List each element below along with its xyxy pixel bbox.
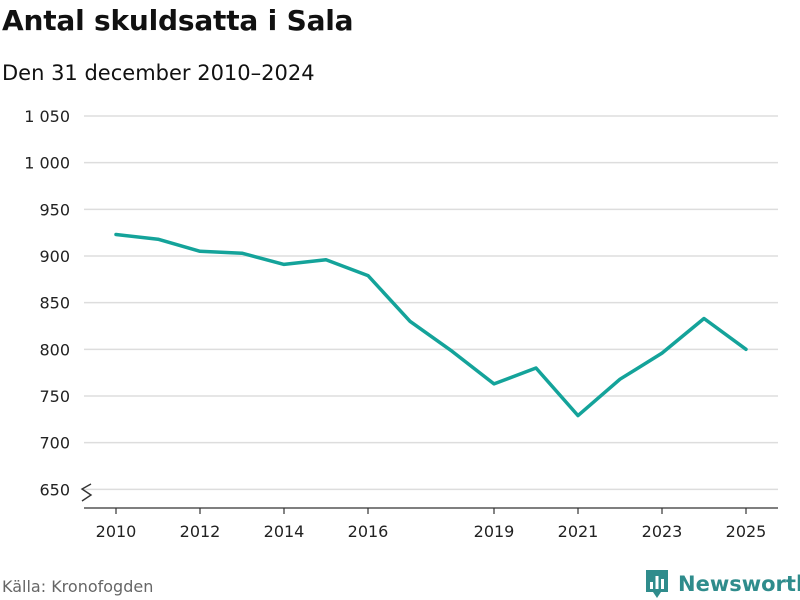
x-tick-label: 2016: [348, 522, 389, 541]
data-point: [114, 233, 118, 237]
data-point: [702, 317, 706, 321]
data-point: [324, 258, 328, 262]
data-point: [366, 274, 370, 278]
data-point: [240, 251, 244, 255]
data-point: [198, 249, 202, 253]
data-point: [618, 377, 622, 381]
x-tick-label: 2012: [180, 522, 221, 541]
x-tick-label: 2025: [726, 522, 767, 541]
x-tick-label: 2021: [558, 522, 599, 541]
y-tick-label: 950: [39, 200, 70, 219]
x-tick-label: 2010: [96, 522, 137, 541]
data-point: [576, 414, 580, 418]
data-point: [408, 319, 412, 323]
brand-name: Newsworthy: [678, 572, 800, 596]
series-line: [114, 232, 748, 418]
x-tick-label: 2019: [474, 522, 515, 541]
data-point: [534, 366, 538, 370]
axis-break-icon: [80, 483, 93, 502]
newsworthy-logo-icon: [646, 570, 668, 598]
data-point: [492, 382, 496, 386]
source-note: Källa: Kronofogden: [2, 577, 154, 596]
data-point: [282, 262, 286, 266]
brand-logo[interactable]: Newsworthy: [644, 568, 800, 600]
y-tick-label: 850: [39, 294, 70, 313]
chart-title: Antal skuldsatta i Sala: [2, 4, 354, 37]
y-tick-label: 700: [39, 434, 70, 453]
data-point: [450, 349, 454, 353]
y-tick-label: 800: [39, 340, 70, 359]
y-tick-label: 900: [39, 247, 70, 266]
y-tick-label: 750: [39, 387, 70, 406]
gridlines: [84, 115, 778, 491]
x-tick-label: 2023: [642, 522, 683, 541]
data-point: [660, 351, 664, 355]
x-tick-label: 2014: [264, 522, 305, 541]
y-tick-label: 1 050: [24, 107, 70, 126]
axes: 650 700 750 800 850 900 950 1 000 1 050 2010 2012 2…: [24, 107, 778, 541]
y-tick-label: 650: [39, 480, 70, 499]
data-point: [744, 347, 748, 351]
y-tick-label: 1 000: [24, 154, 70, 173]
data-point: [156, 237, 160, 241]
chart-subtitle: Den 31 december 2010–2024: [2, 61, 315, 85]
series: [114, 232, 748, 418]
